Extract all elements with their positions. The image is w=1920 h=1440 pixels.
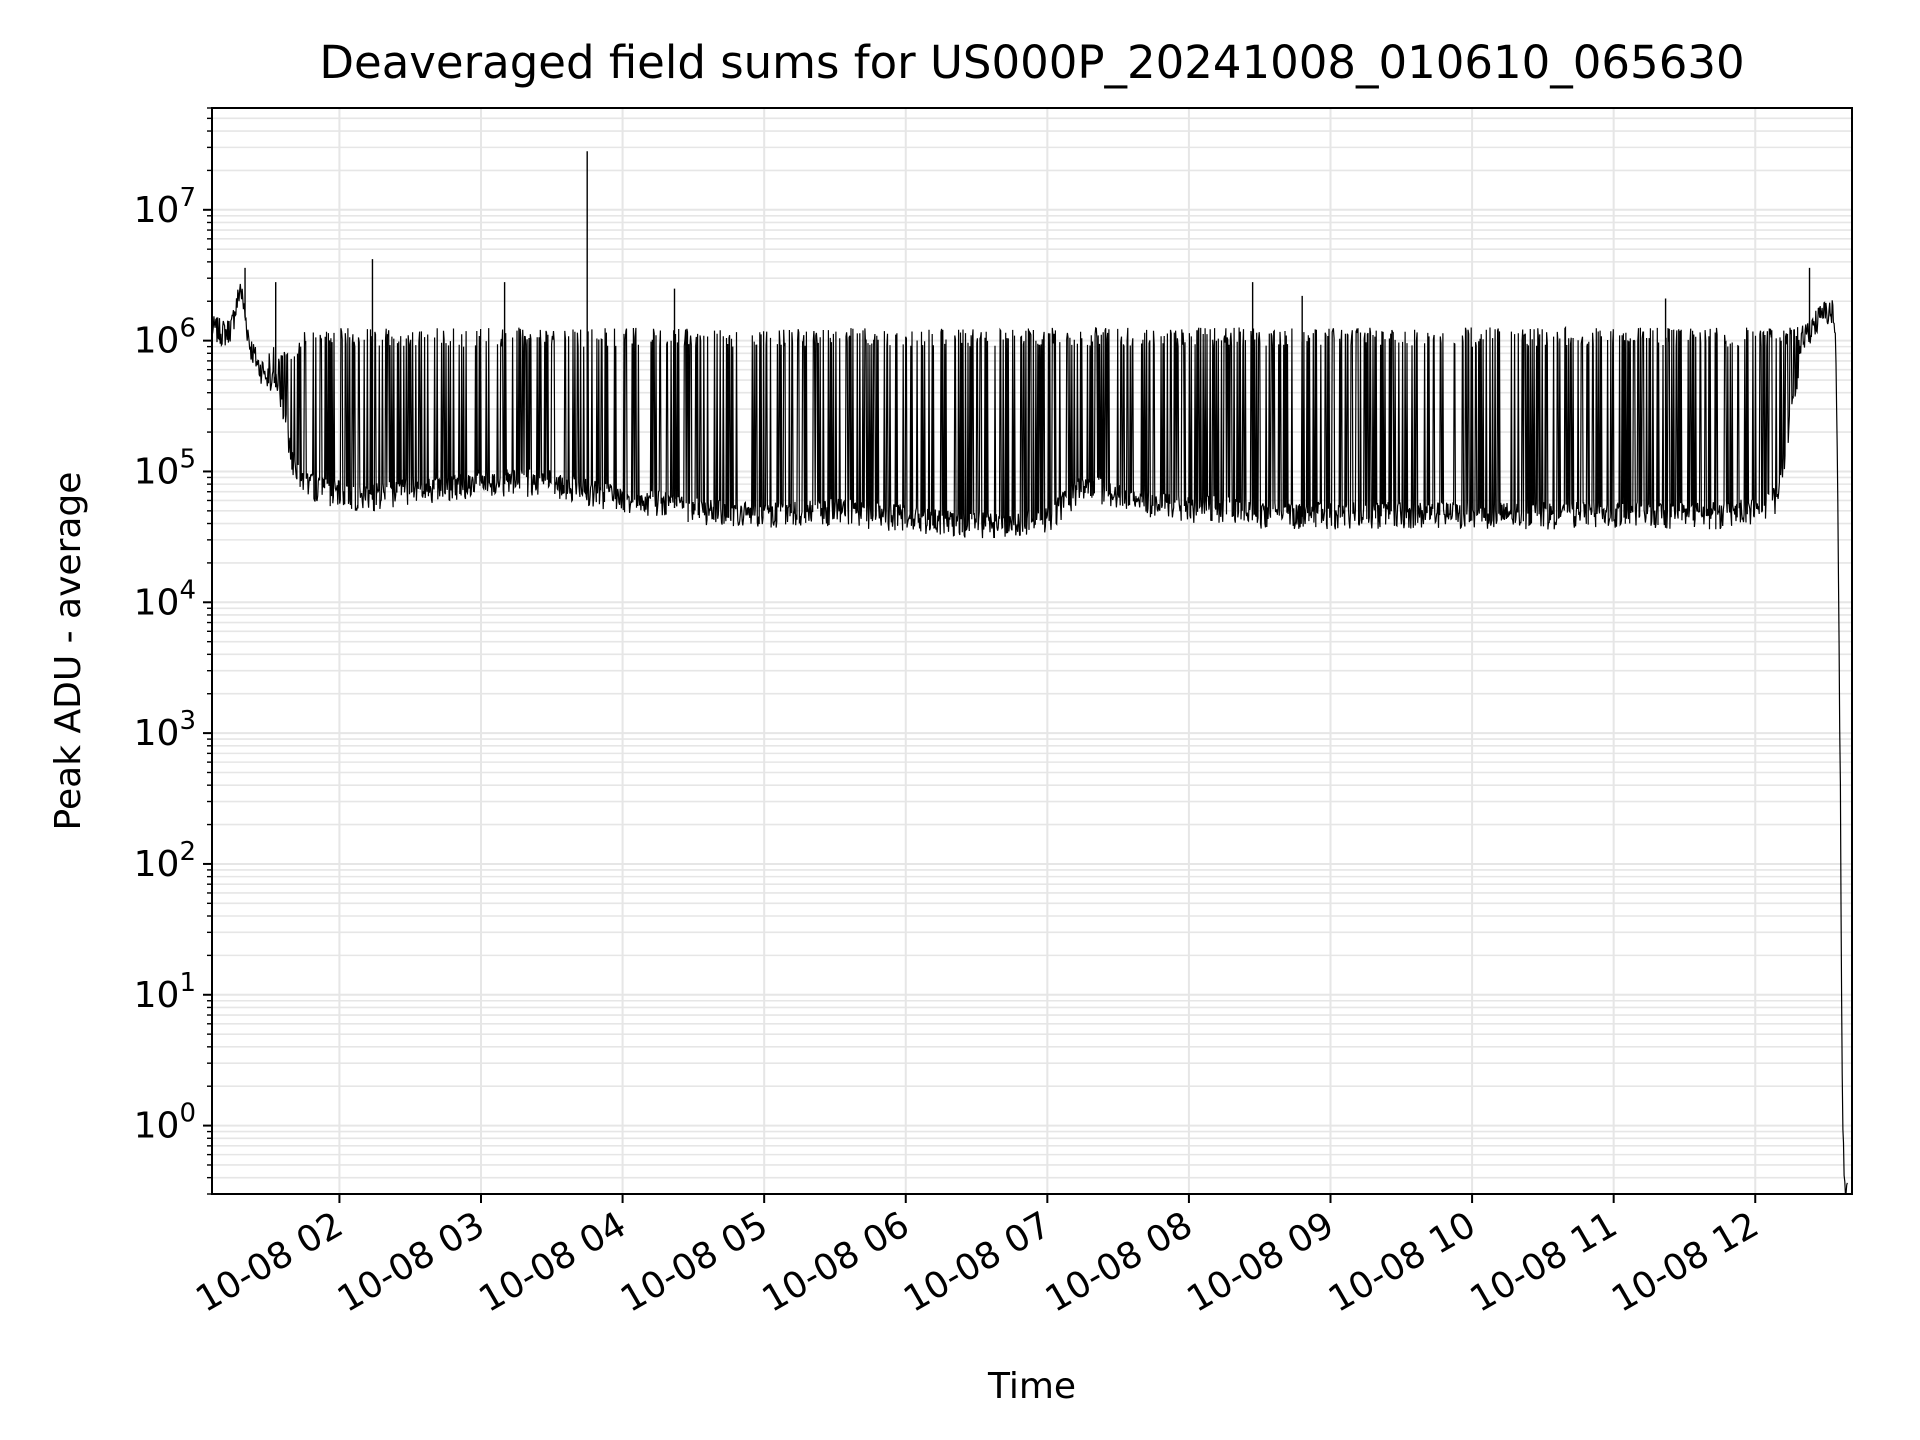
x-tick-label: 10-08 05 bbox=[614, 1204, 775, 1320]
series-line bbox=[211, 283, 1848, 1195]
chart-title: Deaveraged field sums for US000P_2024100… bbox=[319, 36, 1744, 89]
x-tick-label: 10-08 07 bbox=[897, 1204, 1058, 1320]
x-tick-label: 10-08 04 bbox=[472, 1204, 633, 1320]
x-tick-label: 10-08 06 bbox=[756, 1204, 917, 1320]
x-tick-label: 10-08 11 bbox=[1463, 1204, 1624, 1320]
y-tick-label: 102 bbox=[134, 837, 196, 885]
y-tick-label: 101 bbox=[134, 968, 196, 1016]
y-tick-label: 106 bbox=[134, 314, 196, 362]
y-tick-label: 103 bbox=[134, 706, 196, 754]
x-tick-label: 10-08 03 bbox=[331, 1204, 492, 1320]
y-tick-label: 105 bbox=[134, 444, 196, 492]
x-tick-label: 10-08 12 bbox=[1605, 1204, 1766, 1320]
x-axis-label: Time bbox=[987, 1366, 1076, 1407]
x-tick-label: 10-08 02 bbox=[189, 1204, 350, 1320]
x-tick-label: 10-08 08 bbox=[1039, 1204, 1200, 1320]
x-tick-label: 10-08 10 bbox=[1322, 1204, 1483, 1320]
y-tick-label: 104 bbox=[134, 575, 196, 623]
y-tick-label: 107 bbox=[134, 183, 196, 231]
data-layer bbox=[211, 151, 1848, 1195]
y-axis-label: Peak ADU - average bbox=[48, 472, 89, 831]
grid bbox=[212, 107, 1852, 1195]
x-tick-label: 10-08 09 bbox=[1180, 1204, 1341, 1320]
y-tick-label: 100 bbox=[134, 1099, 196, 1147]
y-axis-ticks: 100 101 102 103 104 105 106 107 bbox=[134, 107, 212, 1195]
plot-frame bbox=[211, 107, 1853, 1195]
